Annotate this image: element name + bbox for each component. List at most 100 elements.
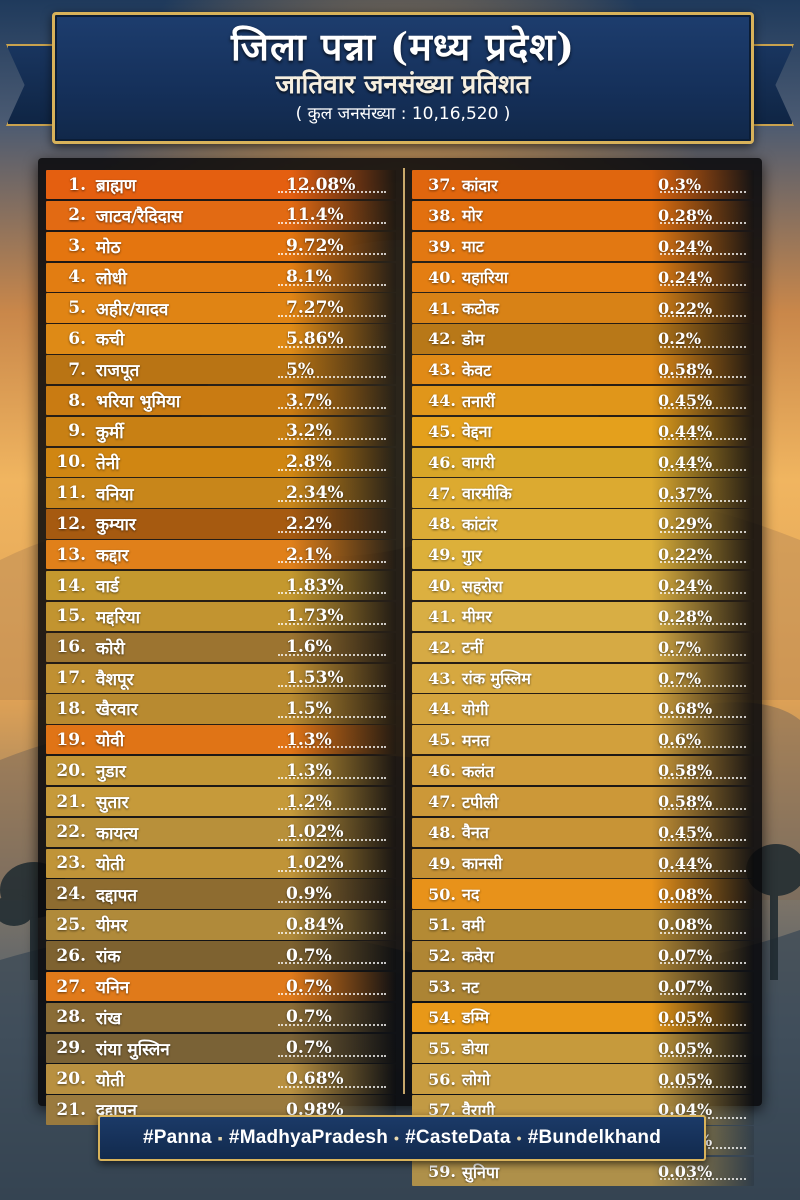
row-rank: 5. <box>68 298 86 319</box>
hashtag-castedata[interactable]: #CasteData <box>405 1127 511 1148</box>
table-row: 3. मोठ 9.72% <box>46 231 396 261</box>
table-row: 52. कवेरा 0.07% <box>412 941 754 971</box>
row-rank: 14. <box>56 575 86 596</box>
row-percentage: 3.7% <box>286 390 332 411</box>
table-column-left: 1. ब्राह्मण 12.08% 2. जाटव/रैदिदास 11.4% 3. मोठ… <box>46 170 396 1126</box>
table-row: 18. खैरवार 1.5% <box>46 694 396 724</box>
table-row: 40. यहारिया 0.24% <box>412 262 754 292</box>
row-percentage: 0.3% <box>658 175 702 195</box>
row-caste-name: तनारीं <box>462 391 495 411</box>
row-rank: 24. <box>56 884 86 905</box>
row-percentage: 1.02% <box>286 822 344 843</box>
row-caste-name: कांटांर <box>462 514 498 534</box>
row-percentage: 12.08% <box>286 174 356 195</box>
row-dotted-leader <box>278 839 386 842</box>
row-percentage: 0.58% <box>658 792 713 812</box>
table-row: 25. यीमर 0.84% <box>46 910 396 940</box>
row-dotted-leader <box>278 314 386 317</box>
row-rank: 19. <box>56 729 86 750</box>
row-percentage: 2.1% <box>286 544 332 565</box>
row-rank: 6. <box>68 328 86 349</box>
row-rank: 7. <box>68 359 86 380</box>
table-row: 10. तेनी 2.8% <box>46 447 396 477</box>
row-dotted-leader <box>278 1085 386 1088</box>
row-percentage: 5% <box>286 359 314 380</box>
row-percentage: 0.7% <box>286 1007 332 1028</box>
row-caste-name: खैरवार <box>96 700 138 721</box>
row-rank: 43. <box>428 668 456 688</box>
page-subtitle: जातिवार जनसंख्या प्रतिशत <box>275 70 531 100</box>
row-rank: 42. <box>428 637 456 657</box>
row-rank: 41. <box>428 606 456 626</box>
row-rank: 50. <box>428 884 456 904</box>
row-caste-name: योगी <box>462 699 489 719</box>
row-dotted-leader <box>660 746 746 749</box>
hashtag-footer: #Panna ▪ #MadhyaPradesh • #CasteData • #Bundel… <box>98 1115 706 1161</box>
row-rank: 1. <box>68 174 86 195</box>
row-caste-name: नुडार <box>96 762 126 783</box>
row-percentage: 2.34% <box>286 483 344 504</box>
row-rank: 25. <box>56 914 86 935</box>
row-rank: 28. <box>56 1007 86 1028</box>
table-row: 28. रांख 0.7% <box>46 1002 396 1033</box>
row-caste-name: भरिया भुमिया <box>96 392 181 413</box>
row-caste-name: वारमीकि <box>462 484 512 504</box>
row-caste-name: टपीली <box>462 792 499 812</box>
table-row: 27. यनिन 0.7% <box>46 971 396 1002</box>
row-percentage: 3.2% <box>286 421 332 442</box>
row-percentage: 1.3% <box>286 760 332 781</box>
table-row: 11. वनिया 2.34% <box>46 478 396 508</box>
row-dotted-leader <box>278 252 386 255</box>
table-row: 47. टपीली 0.58% <box>412 786 754 817</box>
row-rank: 48. <box>428 822 456 842</box>
row-dotted-leader <box>278 592 386 595</box>
table-row: 8. भरिया भुमिया 3.7% <box>46 385 396 416</box>
row-caste-name: मीमर <box>462 607 492 627</box>
row-caste-name: योती <box>96 1070 125 1091</box>
row-caste-name: कवेरा <box>462 946 494 966</box>
row-dotted-leader <box>660 222 746 225</box>
row-dotted-leader <box>660 777 746 780</box>
row-caste-name: दद्दापत <box>96 885 138 906</box>
row-caste-name: कची <box>96 330 125 351</box>
row-dotted-leader <box>660 407 746 410</box>
row-rank: 23. <box>56 853 86 874</box>
row-dotted-leader <box>278 283 386 286</box>
row-dotted-leader <box>660 715 746 718</box>
row-caste-name: वनिया <box>96 484 134 505</box>
row-rank: 47. <box>428 483 456 503</box>
hashtag-bundelkhand[interactable]: #Bundelkhand <box>527 1127 662 1148</box>
row-dotted-leader <box>278 376 386 379</box>
table-row: 46. वागरी 0.44% <box>412 447 754 477</box>
table-row: 41. मीमर 0.28% <box>412 601 754 632</box>
row-dotted-leader <box>660 1085 746 1088</box>
row-dotted-leader <box>660 314 746 317</box>
row-dotted-leader <box>278 1054 386 1057</box>
row-percentage: 0.05% <box>658 1069 713 1089</box>
table-row: 55. डोया 0.05% <box>412 1033 754 1063</box>
table-row: 39. माट 0.24% <box>412 231 754 261</box>
hashtag-panna[interactable]: #Panna <box>142 1127 212 1148</box>
hashtag-madhyapradesh[interactable]: #MadhyaPradesh <box>228 1127 389 1148</box>
column-divider <box>403 168 405 1094</box>
table-column-right: 37. कांदार 0.3% 38. मोर 0.28% 39. माट 0.24% 40. यह… <box>412 170 754 1188</box>
row-dotted-leader <box>660 808 746 811</box>
row-percentage: 1.83% <box>286 575 344 596</box>
row-dotted-leader <box>278 653 386 656</box>
row-percentage: 0.37% <box>658 483 713 503</box>
row-dotted-leader <box>660 499 746 502</box>
row-percentage: 0.7% <box>286 1038 332 1059</box>
row-dotted-leader <box>660 561 746 564</box>
row-caste-name: कायत्य <box>96 823 139 844</box>
table-row: 20. नुडार 1.3% <box>46 756 396 786</box>
row-rank: 49. <box>428 853 456 873</box>
row-rank: 45. <box>428 421 456 441</box>
row-rank: 2. <box>68 205 86 226</box>
row-percentage: 0.04% <box>658 1100 713 1120</box>
table-row: 7. राजपूत 5% <box>46 355 396 385</box>
row-caste-name: मोर <box>462 206 483 226</box>
row-percentage: 5.86% <box>286 328 344 349</box>
page-title: जिला पन्ना (मध्य प्रदेश) <box>230 24 576 69</box>
row-dotted-leader <box>278 499 386 502</box>
row-dotted-leader <box>660 1178 746 1181</box>
